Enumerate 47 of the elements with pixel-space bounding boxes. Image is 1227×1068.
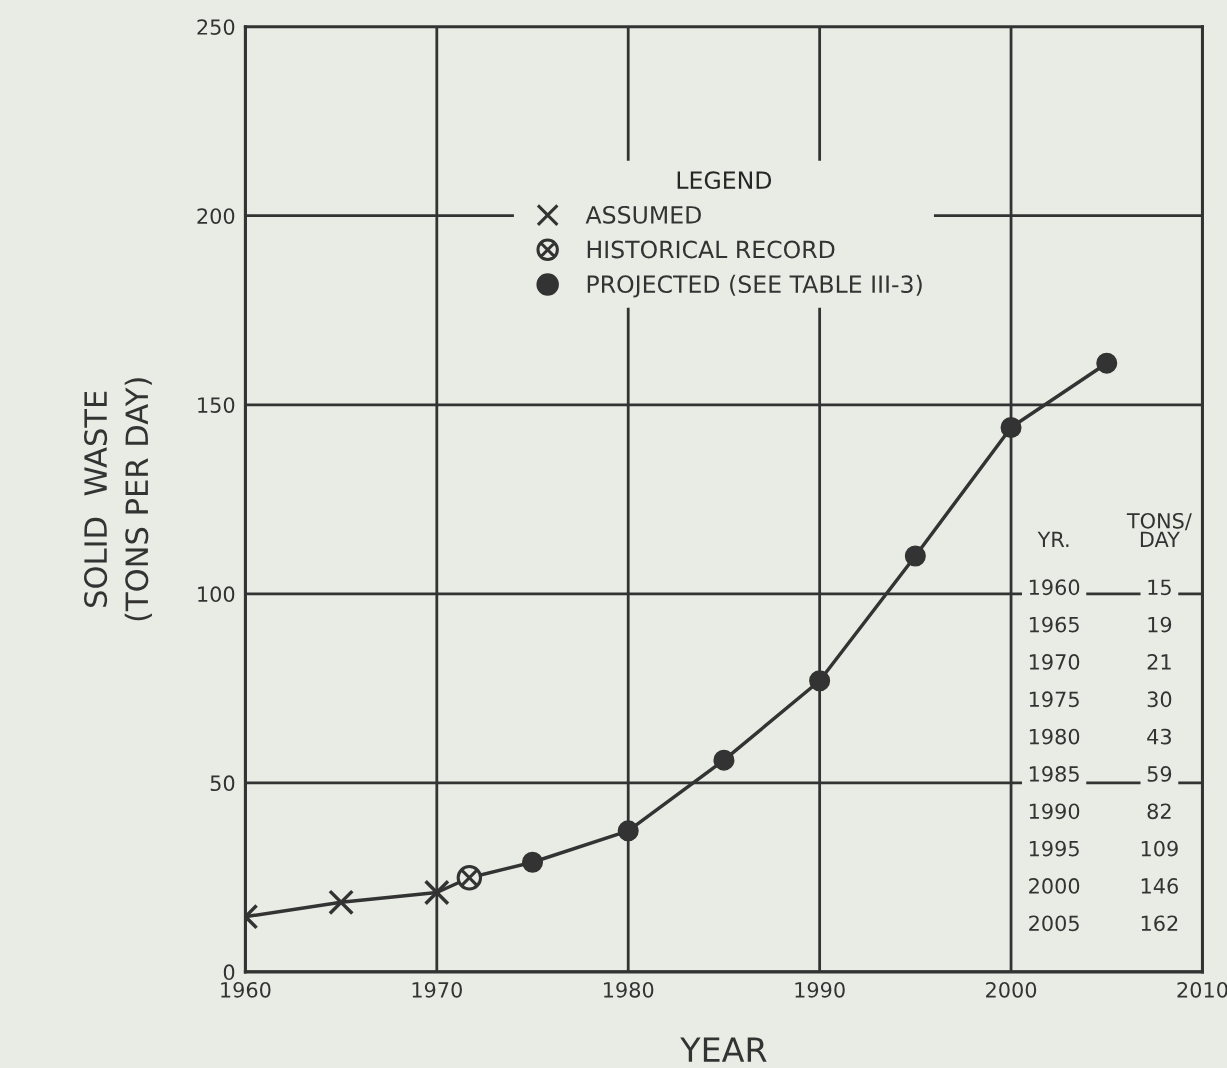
- x-tick-label: 1970: [412, 981, 462, 998]
- annotation: 2005: [1029, 915, 1079, 932]
- point: [809, 670, 831, 692]
- annotation: 1985: [1029, 766, 1079, 782]
- annotation: 109: [1141, 840, 1178, 857]
- legend-label: PROJECTED (SEE TABLE III-3): [587, 274, 922, 298]
- y-tick-label: 100: [198, 586, 235, 603]
- annotation: 19: [1148, 616, 1172, 633]
- point: [1096, 352, 1118, 374]
- y-tick-label: 150: [198, 397, 235, 413]
- y-tick-label: 50: [210, 775, 235, 792]
- annotation: 1995: [1029, 840, 1079, 857]
- annotation: 30: [1147, 691, 1172, 708]
- annotation: TONS/ DAY: [1126, 512, 1192, 547]
- x-tick-label: 1980: [604, 981, 654, 998]
- legend-label: ASSUMED: [585, 205, 701, 224]
- annotation: 2000: [1029, 878, 1080, 894]
- point: [713, 749, 735, 771]
- annotation: 15: [1148, 579, 1171, 596]
- annotation: 162: [1141, 915, 1178, 932]
- annotation: 146: [1141, 878, 1178, 894]
- x-tick-label: 2000: [986, 981, 1037, 998]
- point: [1000, 416, 1022, 438]
- x-axis-title: YEAR: [680, 1037, 767, 1062]
- annotation: 1965: [1029, 616, 1079, 633]
- x-tick-label: 1960: [221, 981, 271, 998]
- annotation: 1990: [1029, 803, 1080, 820]
- annotation: 43: [1147, 728, 1171, 745]
- x-tick-label: 1990: [795, 981, 845, 998]
- annotation: 59: [1147, 766, 1172, 782]
- annotation: YR.: [1037, 531, 1069, 547]
- legend-title: LEGEND: [677, 171, 772, 190]
- y-axis-title: SOLID WASTE (TONS PER DAY): [84, 378, 152, 621]
- point: [904, 545, 926, 567]
- legend-label: HISTORICAL RECORD: [587, 240, 835, 259]
- y-tick-label: 0: [223, 964, 235, 981]
- point: [617, 820, 639, 842]
- y-tick-label: 250: [197, 19, 235, 35]
- x-tick-label: 2010: [1177, 981, 1227, 998]
- annotation: 1970: [1029, 654, 1080, 670]
- annotation: 21: [1147, 654, 1171, 670]
- annotation: 1975: [1029, 691, 1079, 708]
- annotation: 1960: [1029, 579, 1080, 596]
- point: [522, 851, 544, 873]
- annotation: 1980: [1029, 728, 1080, 745]
- y-tick-label: 200: [197, 208, 235, 224]
- annotation: 82: [1147, 803, 1171, 820]
